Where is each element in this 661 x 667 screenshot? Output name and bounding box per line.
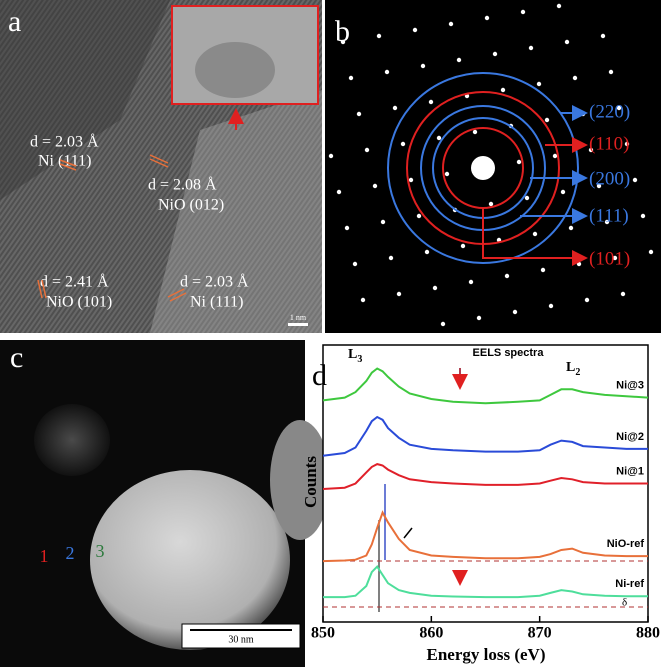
edge-label: L2 [566,360,580,378]
spectrum-line [322,463,648,490]
annotation: Ni (111) [190,294,243,311]
series-label: Ni-ref [615,578,644,590]
ring-label: (200) [589,168,630,189]
x-tick-label: 860 [419,625,443,642]
series-label: Ni@1 [616,465,644,477]
annotation: NiO (012) [158,197,224,214]
annotation: d = 2.03 Å [30,133,99,151]
point-label: 2 [66,543,75,563]
panel-d: d EELS spectra L3 L2 Energy loss (eV) Co… [301,344,660,664]
ring-label: (110) [589,133,629,154]
spectrum-line [322,510,648,563]
series-label: Ni@3 [616,380,644,392]
panel-label: d [312,359,327,392]
spectrum-line [322,367,649,405]
point-label: 1 [40,546,49,566]
annotation: NiO (101) [46,294,112,311]
ring-label: (111) [589,205,629,226]
x-tick-label: 850 [311,625,335,642]
panel-a: a d = 2.03 Å Ni (111) d = 2.08 Å NiO (01… [0,0,322,333]
series-label: NiO-ref [607,538,645,550]
series-label: Ni@2 [616,431,644,443]
spectrum-line [323,565,648,599]
annotation: d = 2.41 Å [40,273,109,291]
ring-label: (220) [589,101,630,122]
x-tick-label: 880 [636,625,660,642]
annotation: d = 2.03 Å [180,273,249,291]
panel-label: b [335,15,350,48]
x-tick-label: 870 [528,625,552,642]
panel-label: a [8,5,21,38]
ring-label: (101) [589,248,630,269]
point-label: 3 [96,541,105,561]
x-axis-label: Energy loss (eV) [427,645,546,664]
scale-bar-label: 30 nm [228,634,254,645]
spectrum-line [322,415,648,457]
delta-label: δ [622,597,627,609]
y-axis-label: Counts [301,456,320,508]
panel-label: c [10,341,23,374]
panel-b: b (220) (110) (200) (111) (101) [325,0,661,333]
edge-label: L3 [348,347,362,365]
chart-title: EELS spectra [473,347,545,359]
panel-c: c 1 2 3 30 nm [0,340,330,667]
annotation: d = 2.08 Å [148,176,217,194]
scale-bar-label: 1 nm [290,313,307,322]
